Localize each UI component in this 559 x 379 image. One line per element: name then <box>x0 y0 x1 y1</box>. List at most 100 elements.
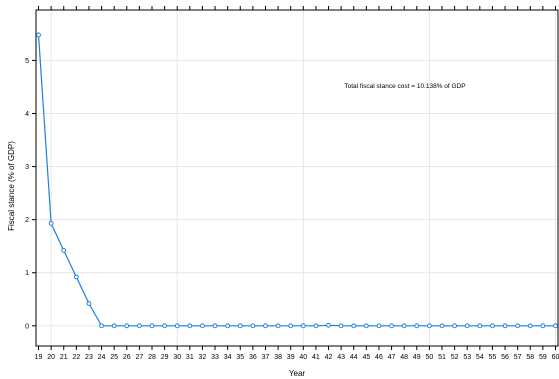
data-point <box>99 323 104 329</box>
x-tick-label: 39 <box>287 354 295 361</box>
plot-frame <box>35 9 559 347</box>
data-point <box>162 323 168 329</box>
data-point <box>200 323 205 329</box>
x-axis-label: Year <box>289 369 306 378</box>
x-tick-label: 35 <box>236 354 244 361</box>
data-point <box>237 323 243 329</box>
data-point <box>124 323 130 329</box>
data-point <box>363 323 369 329</box>
data-point <box>351 323 357 329</box>
data-point <box>389 323 394 329</box>
x-tick-label: 48 <box>400 354 408 361</box>
data-point <box>452 323 458 329</box>
y-tick-label: 2 <box>25 217 29 224</box>
x-tick-label: 33 <box>211 354 219 361</box>
data-point <box>477 323 483 329</box>
data-point <box>187 323 193 329</box>
x-tick-label: 26 <box>123 354 131 361</box>
series-line <box>37 34 556 327</box>
data-point <box>553 323 558 329</box>
data-point <box>250 323 256 329</box>
data-point <box>263 323 268 329</box>
data-point <box>502 323 508 329</box>
y-tick-label: 5 <box>25 58 29 65</box>
data-point <box>61 248 67 253</box>
data-point <box>426 323 432 329</box>
x-tick-label: 52 <box>451 354 459 361</box>
data-point <box>36 32 41 38</box>
x-tick-label: 54 <box>476 354 484 361</box>
x-tick-label: 28 <box>148 354 156 361</box>
x-tick-label: 51 <box>438 354 446 361</box>
x-tick-label: 19 <box>35 354 43 361</box>
data-point <box>111 323 117 329</box>
data-point <box>300 323 306 329</box>
data-point <box>136 323 142 329</box>
x-tick-label: 42 <box>325 354 333 361</box>
x-tick-label: 29 <box>161 354 169 361</box>
x-tick-label: 24 <box>98 354 106 361</box>
data-point <box>225 323 231 329</box>
data-point <box>414 323 420 329</box>
data-point <box>212 323 218 329</box>
x-tick-label: 60 <box>552 354 559 361</box>
x-tick-label: 45 <box>362 354 370 361</box>
y-axis-ticks: 0 1 2 3 4 5 <box>25 58 36 330</box>
x-tick-label: 43 <box>337 354 345 361</box>
x-tick-label: 21 <box>60 354 68 361</box>
x-tick-label: 59 <box>539 354 547 361</box>
x-tick-label: 50 <box>425 354 433 361</box>
series-points <box>36 32 558 329</box>
x-tick-label: 46 <box>375 354 383 361</box>
x-tick-label: 38 <box>274 354 282 361</box>
x-tick-label: 57 <box>514 354 522 361</box>
x-tick-label: 56 <box>501 354 509 361</box>
x-tick-label: 20 <box>47 354 55 361</box>
data-point <box>401 323 407 329</box>
data-point <box>464 323 470 329</box>
x-tick-label: 36 <box>249 354 257 361</box>
x-tick-label: 31 <box>186 354 194 361</box>
data-point <box>275 323 281 329</box>
x-tick-label: 53 <box>463 354 471 361</box>
x-tick-label: 58 <box>526 354 534 361</box>
x-tick-label: 40 <box>299 354 307 361</box>
x-tick-label: 49 <box>413 354 421 361</box>
data-point <box>149 323 155 329</box>
x-tick-label: 37 <box>262 354 270 361</box>
data-point <box>86 301 92 306</box>
data-point <box>490 323 495 329</box>
data-point <box>73 274 79 280</box>
data-point <box>338 323 344 329</box>
data-point <box>326 322 331 328</box>
data-point <box>174 323 180 329</box>
data-point <box>527 323 533 329</box>
y-tick-label: 1 <box>25 270 29 277</box>
data-point <box>439 323 445 329</box>
x-tick-label: 23 <box>85 354 93 361</box>
data-point <box>376 323 382 329</box>
data-point <box>540 323 546 329</box>
data-point <box>515 323 521 329</box>
x-axis-ticks: 19 20 21 22 23 24 25 26 27 28 29 30 31 32 33 34 35 36 37 38… <box>35 6 559 361</box>
data-point <box>288 323 294 329</box>
x-tick-label: 47 <box>388 354 396 361</box>
x-tick-label: 34 <box>224 354 232 361</box>
x-tick-label: 32 <box>199 354 207 361</box>
x-tick-label: 30 <box>173 354 181 361</box>
grid-lines <box>36 10 558 346</box>
x-tick-label: 44 <box>350 354 358 361</box>
x-tick-label: 25 <box>110 354 118 361</box>
x-tick-label: 22 <box>72 354 80 361</box>
y-tick-label: 4 <box>25 111 29 118</box>
x-tick-label: 41 <box>312 354 320 361</box>
x-tick-label: 27 <box>135 354 143 361</box>
data-point <box>313 323 319 329</box>
y-tick-label: 3 <box>25 164 29 171</box>
data-point <box>48 220 54 226</box>
y-tick-label: 0 <box>25 323 29 330</box>
x-tick-label: 55 <box>489 354 497 361</box>
y-axis-label: Fiscal stance (% of GDP) <box>7 141 16 231</box>
chart-annotation: Total fiscal stance cost = 10.138% of GD… <box>344 83 465 90</box>
